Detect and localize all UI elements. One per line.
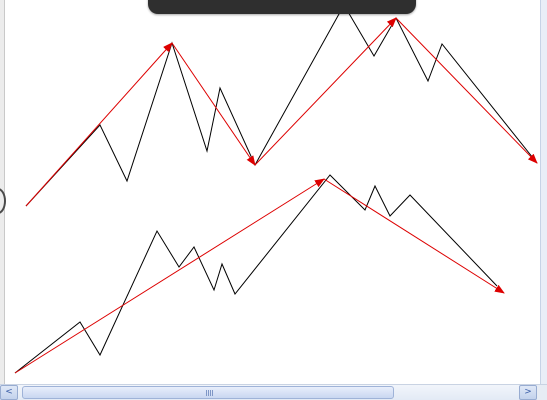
lower-price-line [14,174,498,374]
upper-trend-arrow-2 [171,42,256,166]
scroll-left-button[interactable]: < [0,385,18,400]
upper-trend-arrow-1 [25,42,173,207]
upper-wave [25,3,538,207]
horizontal-scrollbar[interactable]: < > [0,384,547,400]
wave-diagram [14,3,538,374]
chevron-left-icon: < [5,387,13,397]
lower-wave [14,174,505,374]
chevron-right-icon: > [524,387,532,397]
grip-icon [206,390,214,396]
lower-trend-arrow-1 [14,178,325,374]
upper-trend-arrow-3 [254,17,397,166]
right-border [540,0,547,384]
scroll-right-button[interactable]: > [519,385,537,400]
scroll-thumb[interactable] [22,386,394,399]
upper-trend-arrow-4 [395,17,538,164]
top-overlay-bar [148,0,416,14]
upper-price-line [25,3,538,207]
lower-trend-arrow-2 [323,178,505,294]
scroll-corner [537,385,547,400]
